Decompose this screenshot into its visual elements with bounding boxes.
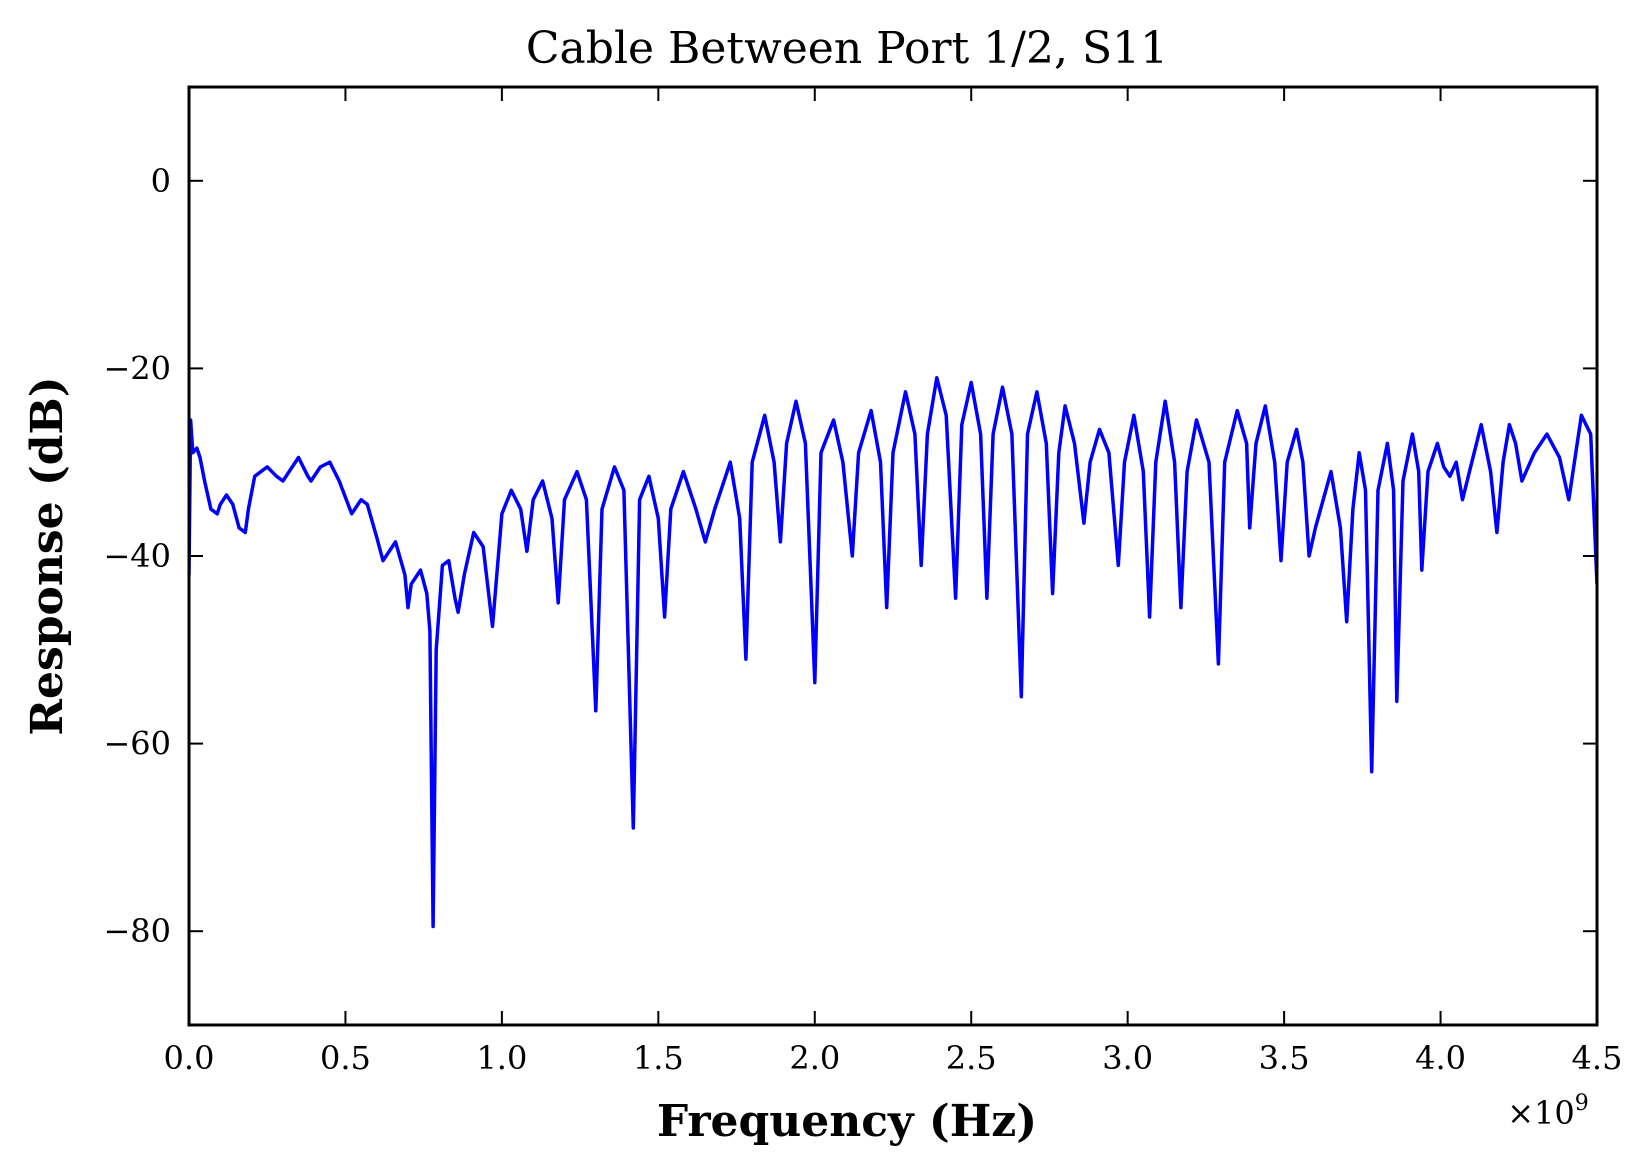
x-axis-offset-label: ×109 <box>1507 1091 1589 1132</box>
x-tick-label: 0.0 <box>164 1039 215 1077</box>
y-tick-label: −40 <box>103 537 171 575</box>
x-tick-label: 4.5 <box>1572 1039 1623 1077</box>
y-tick-label: −80 <box>103 912 171 950</box>
y-tick-label: −20 <box>103 349 171 387</box>
x-tick-label: 1.5 <box>633 1039 684 1077</box>
x-tick-label: 3.5 <box>1259 1039 1310 1077</box>
plot-frame <box>187 85 1599 1027</box>
x-tick-label: 0.5 <box>320 1039 371 1077</box>
y-axis-label: Response (dB) <box>22 376 73 735</box>
y-tick-label: 0 <box>151 162 171 200</box>
chart-title: Cable Between Port 1/2, S11 <box>526 23 1168 74</box>
x-tick-label: 2.0 <box>789 1039 840 1077</box>
plot-area: 0.0 0.5 1.0 1.5 2.0 2.5 3.0 3.5 4.0 4.5 0 −20 −40 −60… <box>103 85 1623 1077</box>
x-tick-label: 4.0 <box>1415 1039 1466 1077</box>
x-tick-label: 1.0 <box>476 1039 527 1077</box>
x-tick-label: 3.0 <box>1102 1039 1153 1077</box>
x-axis-label: Frequency (Hz) <box>657 1096 1037 1147</box>
y-tick-label: −60 <box>103 725 171 763</box>
series-line-0 <box>189 376 1597 929</box>
x-tick-label: 2.5 <box>946 1039 997 1077</box>
